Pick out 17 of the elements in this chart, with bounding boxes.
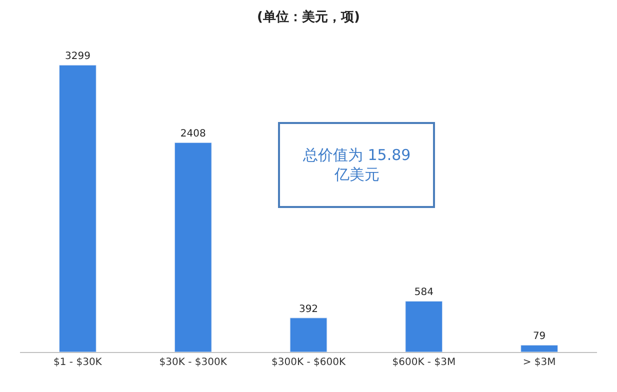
bar xyxy=(405,300,443,352)
x-tick-label: $600K - $3M xyxy=(392,357,456,368)
data-label: 392 xyxy=(298,304,318,315)
x-tick-label: $30K - $300K xyxy=(159,357,228,368)
bar xyxy=(290,318,328,352)
data-label: 3299 xyxy=(64,51,90,62)
bar xyxy=(174,142,212,352)
bar xyxy=(520,344,558,352)
data-label: 79 xyxy=(532,331,546,342)
bar xyxy=(58,64,96,352)
x-tick-label: $300K - $600K xyxy=(272,357,346,368)
x-tick-label: > $3M xyxy=(522,357,556,368)
x-tick-label: $1 - $30K xyxy=(54,357,102,368)
data-label: 584 xyxy=(414,287,434,298)
data-label: 2408 xyxy=(180,128,206,140)
chart-title: (单位：美元，项) xyxy=(257,8,360,25)
annotation: 总价值为 15.89 亿美元 xyxy=(302,146,411,184)
